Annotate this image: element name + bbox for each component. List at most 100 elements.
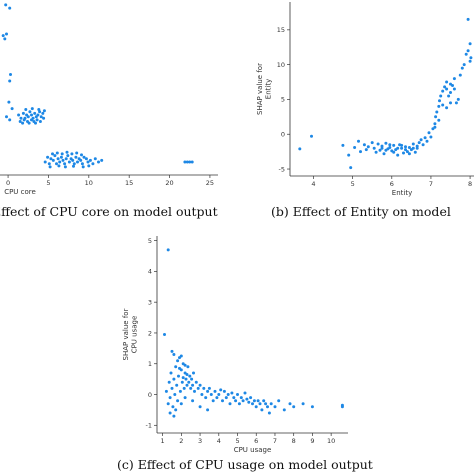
cpu-core-point — [34, 121, 37, 125]
entity-point — [417, 141, 421, 145]
cpu-core-x-tick-label: 0 — [6, 179, 10, 187]
cpu-core-point — [56, 157, 60, 161]
cpu-usage-y-tick-label: 4 — [148, 268, 152, 276]
cpu-usage-x-axis-label: CPU usage — [234, 446, 272, 454]
cpu-usage-point — [198, 405, 202, 409]
cpu-core-point — [28, 110, 32, 114]
cpu-core-point — [30, 107, 34, 111]
entity-point — [366, 145, 370, 149]
cpu-usage-x-tick-label: 2 — [179, 437, 183, 445]
entity-y-tick-label: -5 — [279, 165, 285, 173]
cpu-usage-point — [239, 396, 243, 400]
cpu-core-point — [21, 111, 25, 115]
cpu-usage-point — [267, 411, 271, 415]
cpu-usage-point — [224, 396, 228, 400]
cpu-usage-point — [163, 333, 166, 336]
cpu-core-point — [63, 165, 67, 169]
cpu-usage-x-tick-label: 7 — [273, 437, 277, 445]
entity-point — [404, 148, 407, 152]
cpu-core-point — [5, 115, 8, 119]
cpu-usage-x-tick-label: 6 — [254, 437, 258, 445]
cpu-core-point — [51, 152, 54, 156]
entity-point — [454, 101, 458, 105]
cpu-usage-point — [196, 386, 200, 390]
entity-point — [435, 110, 439, 114]
cpu-core-point — [82, 155, 86, 159]
cpu-usage-point — [164, 389, 168, 393]
entity-point — [384, 148, 388, 152]
entity-point — [392, 150, 396, 154]
cpu-core-point — [66, 154, 70, 158]
cpu-usage-point — [215, 396, 219, 400]
cpu-usage-point — [168, 411, 172, 415]
cpu-usage-y-axis-label: SHAP value forCPU usage — [122, 308, 139, 360]
cpu-core-point — [18, 120, 22, 123]
entity-point — [423, 136, 427, 140]
cpu-usage-point — [174, 408, 178, 412]
entity-point — [407, 146, 411, 149]
cpu-usage-point — [198, 383, 202, 387]
cpu-usage-point — [194, 380, 198, 384]
cpu-usage-point — [221, 399, 224, 403]
cpu-usage-point — [211, 399, 215, 403]
entity-point — [452, 77, 456, 81]
cpu-core-x-tick-label: 15 — [125, 179, 133, 187]
cpu-core-point — [79, 158, 83, 162]
entity-point — [359, 150, 362, 154]
entity-point — [380, 146, 384, 150]
cpu-core-point — [80, 162, 84, 166]
cpu-usage-point — [226, 393, 230, 396]
cpu-usage-point — [190, 377, 194, 381]
entity-x-tick-label: 5 — [351, 180, 355, 188]
entity-point — [458, 73, 462, 77]
entity-point — [445, 80, 449, 84]
cpu-usage-point — [169, 371, 173, 375]
entity-point — [469, 56, 473, 60]
cpu-usage-point — [202, 386, 206, 390]
cpu-usage-point — [191, 399, 195, 403]
entity-point — [388, 143, 392, 147]
entity-point — [456, 97, 460, 101]
entity-point — [396, 153, 400, 157]
entity-point — [364, 148, 368, 152]
caption-entity: (b) Effect of Entity on model — [271, 204, 451, 219]
cpu-usage-point — [213, 389, 217, 393]
cpu-usage-point — [177, 374, 180, 378]
entity-point — [449, 91, 452, 94]
cpu-core-point — [38, 120, 42, 123]
cpu-usage-point — [188, 374, 192, 378]
entity-point — [362, 143, 366, 147]
cpu-usage-point — [179, 354, 183, 358]
cpu-usage-point — [222, 389, 226, 393]
cpu-core-point — [8, 118, 12, 122]
cpu-usage-point — [260, 408, 264, 412]
cpu-usage-point — [228, 402, 232, 406]
cpu-usage-point — [252, 399, 256, 403]
cpu-core-point — [39, 115, 43, 119]
entity-point — [452, 87, 456, 91]
cpu-usage-point — [254, 405, 258, 409]
entity-point — [415, 144, 419, 148]
cpu-usage-point — [172, 353, 176, 356]
cpu-usage-point — [232, 396, 236, 400]
entity-point — [404, 145, 407, 149]
cpu-usage-point — [178, 389, 182, 393]
entity-point — [439, 94, 443, 98]
cpu-core-point — [49, 157, 53, 161]
cpu-core-point — [72, 162, 76, 166]
cpu-usage-point — [264, 402, 268, 406]
entity-point — [425, 139, 429, 143]
entity-point — [400, 143, 404, 147]
cpu-usage-point — [207, 386, 211, 390]
cpu-usage-point — [191, 383, 195, 387]
cpu-usage-point — [262, 399, 266, 403]
entity-point — [411, 146, 415, 150]
cpu-core-point — [19, 116, 23, 120]
cpu-usage-point — [217, 393, 221, 396]
cpu-core-point — [57, 164, 61, 168]
entity-point — [347, 153, 351, 157]
cpu-core-point — [97, 160, 100, 164]
cpu-core-x-tick-label: 5 — [46, 179, 50, 187]
entity-point — [357, 139, 360, 143]
cpu-usage-point — [237, 402, 241, 406]
